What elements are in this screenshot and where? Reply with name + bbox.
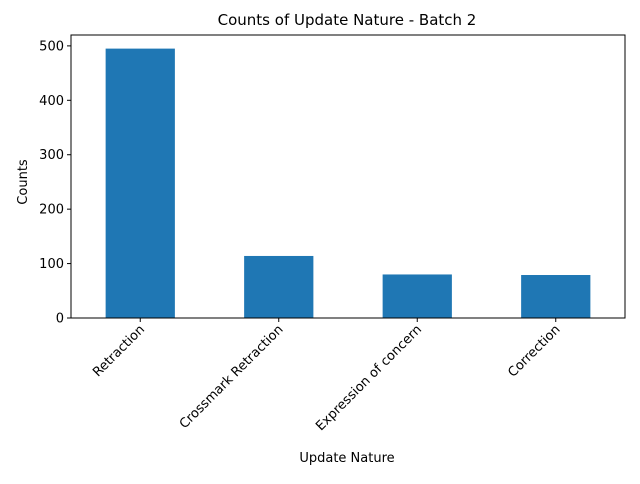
y-tick-label-4: 400 xyxy=(39,94,64,109)
axes-frame xyxy=(70,34,626,319)
plot-area: 0 100 200 300 400 500 Retraction Crossmark Retr… xyxy=(39,34,626,434)
y-tick-label-2: 200 xyxy=(39,203,64,218)
chart-title: Counts of Update Nature - Batch 2 xyxy=(218,11,477,29)
x-tick-label-1: Crossmark Retraction xyxy=(177,322,287,432)
x-axis-title: Update Nature xyxy=(299,451,394,466)
x-tick-label-3: Correction xyxy=(505,322,563,380)
bar-2 xyxy=(382,274,452,318)
y-tick-label-3: 300 xyxy=(39,148,64,163)
bar-1 xyxy=(244,255,314,318)
y-tick-label-0: 0 xyxy=(56,312,64,327)
y-tick-label-5: 500 xyxy=(39,39,64,54)
x-tick-label-2: Expression of concern xyxy=(313,322,425,434)
bar-0 xyxy=(105,48,175,319)
bar-3 xyxy=(521,275,591,318)
y-axis-title: Counts xyxy=(16,159,31,205)
y-tick-label-1: 100 xyxy=(39,257,64,272)
x-tick-label-0: Retraction xyxy=(90,322,148,380)
